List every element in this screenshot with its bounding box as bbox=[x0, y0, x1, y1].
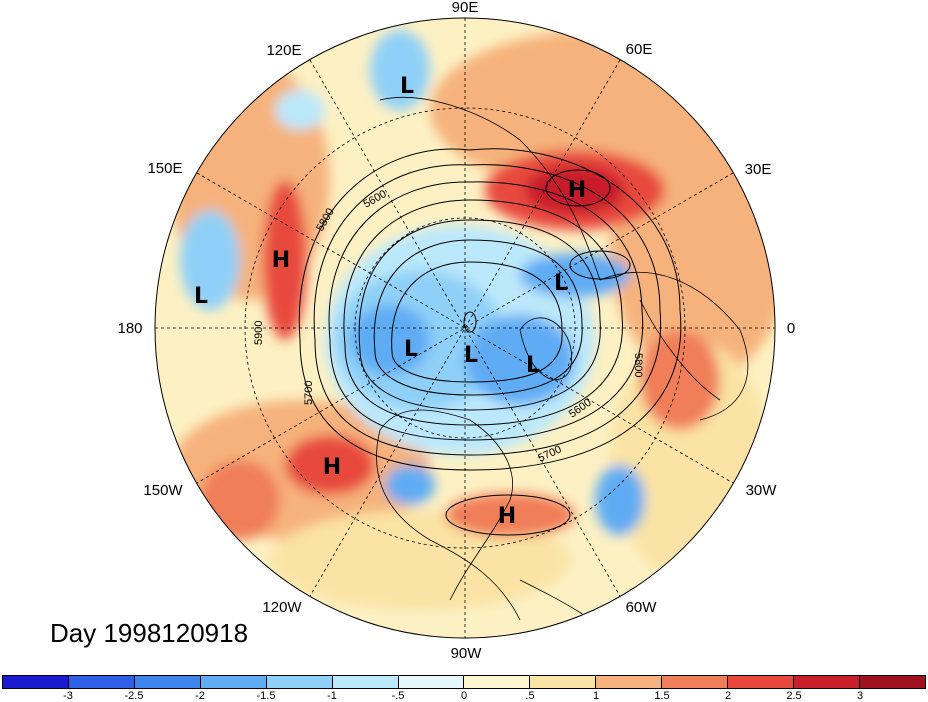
cold-region bbox=[595, 465, 645, 535]
meridian bbox=[309, 59, 621, 597]
contour-label: 5800 bbox=[632, 353, 644, 377]
lon-label-30w: 30W bbox=[746, 482, 778, 499]
anomaly-shading bbox=[155, 18, 775, 638]
europe-outline bbox=[639, 299, 721, 401]
polar-stereographic-map: 90E 60E 30E 0 30W 60W 90W 120W 150W 180 … bbox=[117, 0, 795, 662]
south-america-outline bbox=[519, 579, 641, 638]
meridian bbox=[196, 172, 734, 484]
colorbar-tick-label: -2 bbox=[195, 690, 205, 702]
lon-label-120w: 120W bbox=[262, 599, 302, 616]
lon-label-0: 0 bbox=[787, 320, 795, 337]
colorbar-tick-label: 2 bbox=[724, 690, 732, 702]
meridian bbox=[309, 59, 621, 597]
colorbar-tick-label: 1 bbox=[592, 690, 600, 702]
contour-label: 5700 bbox=[303, 381, 315, 405]
lon-label-120e: 120E bbox=[266, 42, 301, 59]
colorbar-swatch bbox=[596, 676, 663, 688]
warm-anomaly bbox=[200, 460, 280, 540]
colorbar-swatch bbox=[794, 676, 860, 688]
lon-label-150w: 150W bbox=[143, 482, 183, 499]
colorbar-swatch bbox=[266, 676, 333, 688]
colorbar-swatch bbox=[3, 676, 69, 688]
warm-anomaly bbox=[445, 493, 575, 537]
colorbar-swatch bbox=[68, 676, 135, 688]
lon-label-180: 180 bbox=[117, 320, 142, 337]
contour-label: 5900 bbox=[253, 321, 265, 345]
low-center: L bbox=[464, 343, 478, 368]
colorbar-swatch bbox=[200, 676, 267, 688]
low-center: L bbox=[400, 74, 414, 99]
low-center: L bbox=[194, 284, 208, 309]
cold-region bbox=[180, 210, 240, 310]
low-center: L bbox=[554, 271, 568, 296]
high-center: H bbox=[323, 455, 341, 480]
low-center: L bbox=[526, 353, 540, 378]
map-border bbox=[154, 17, 776, 639]
lon-label-90w: 90W bbox=[451, 645, 483, 662]
pressure-centers: L H L H L L L L H H L bbox=[194, 74, 586, 529]
lon-label-60w: 60W bbox=[626, 599, 658, 616]
warm-anomaly bbox=[285, 435, 375, 495]
colorbar-tick-label: 1.5 bbox=[654, 690, 670, 702]
eurasia-outline bbox=[379, 97, 749, 421]
low-center: L bbox=[404, 337, 418, 362]
cold-region bbox=[370, 30, 430, 110]
colorbar-tick-label: 3 bbox=[856, 690, 864, 702]
colorbar-tick-label: 2.5 bbox=[786, 690, 802, 702]
lon-label-30e: 30E bbox=[745, 161, 772, 178]
colorbar-swatch bbox=[728, 676, 795, 688]
warm-anomaly bbox=[640, 330, 720, 430]
warm-anomaly bbox=[525, 165, 625, 215]
lon-label-60e: 60E bbox=[626, 41, 653, 58]
warm-anomaly bbox=[263, 180, 307, 340]
colorbar-tick-label: 0 bbox=[460, 690, 468, 702]
cold-region bbox=[520, 253, 630, 297]
colorbar-swatch bbox=[134, 676, 201, 688]
colorbar-swatch bbox=[464, 676, 531, 688]
colorbar-tick-label: -1 bbox=[327, 690, 337, 702]
high-center: H bbox=[568, 178, 586, 203]
meridian bbox=[196, 172, 734, 484]
north-america-outline bbox=[376, 409, 521, 621]
graticule bbox=[155, 18, 775, 638]
colorbar-tick-label: -1.5 bbox=[256, 690, 276, 702]
cold-region bbox=[385, 465, 435, 505]
colorbar-swatch bbox=[530, 676, 597, 688]
high-center: H bbox=[498, 504, 516, 529]
colorbar-tick-label: -3 bbox=[63, 690, 73, 702]
colorbar-tick-label: -.5 bbox=[391, 690, 405, 702]
colorbar-swatch bbox=[859, 676, 925, 688]
lon-label-150e: 150E bbox=[147, 160, 182, 177]
colorbar-swatch bbox=[662, 676, 729, 688]
cold-region bbox=[350, 305, 430, 375]
colorbar-swatch bbox=[332, 676, 399, 688]
colorbar bbox=[2, 675, 926, 689]
day-title: Day 1998120918 bbox=[50, 618, 249, 648]
colorbar-tick-label: -2.5 bbox=[124, 690, 144, 702]
colorbar-swatch bbox=[398, 676, 465, 688]
greenland-outline bbox=[519, 317, 572, 380]
coastlines bbox=[376, 97, 749, 638]
lon-label-90e: 90E bbox=[452, 0, 479, 16]
cold-region bbox=[275, 90, 325, 130]
longitude-labels: 90E 60E 30E 0 30W 60W 90W 120W 150W 180 … bbox=[117, 0, 795, 662]
colorbar-tick-label: .5 bbox=[525, 690, 535, 702]
high-center: H bbox=[272, 248, 290, 273]
